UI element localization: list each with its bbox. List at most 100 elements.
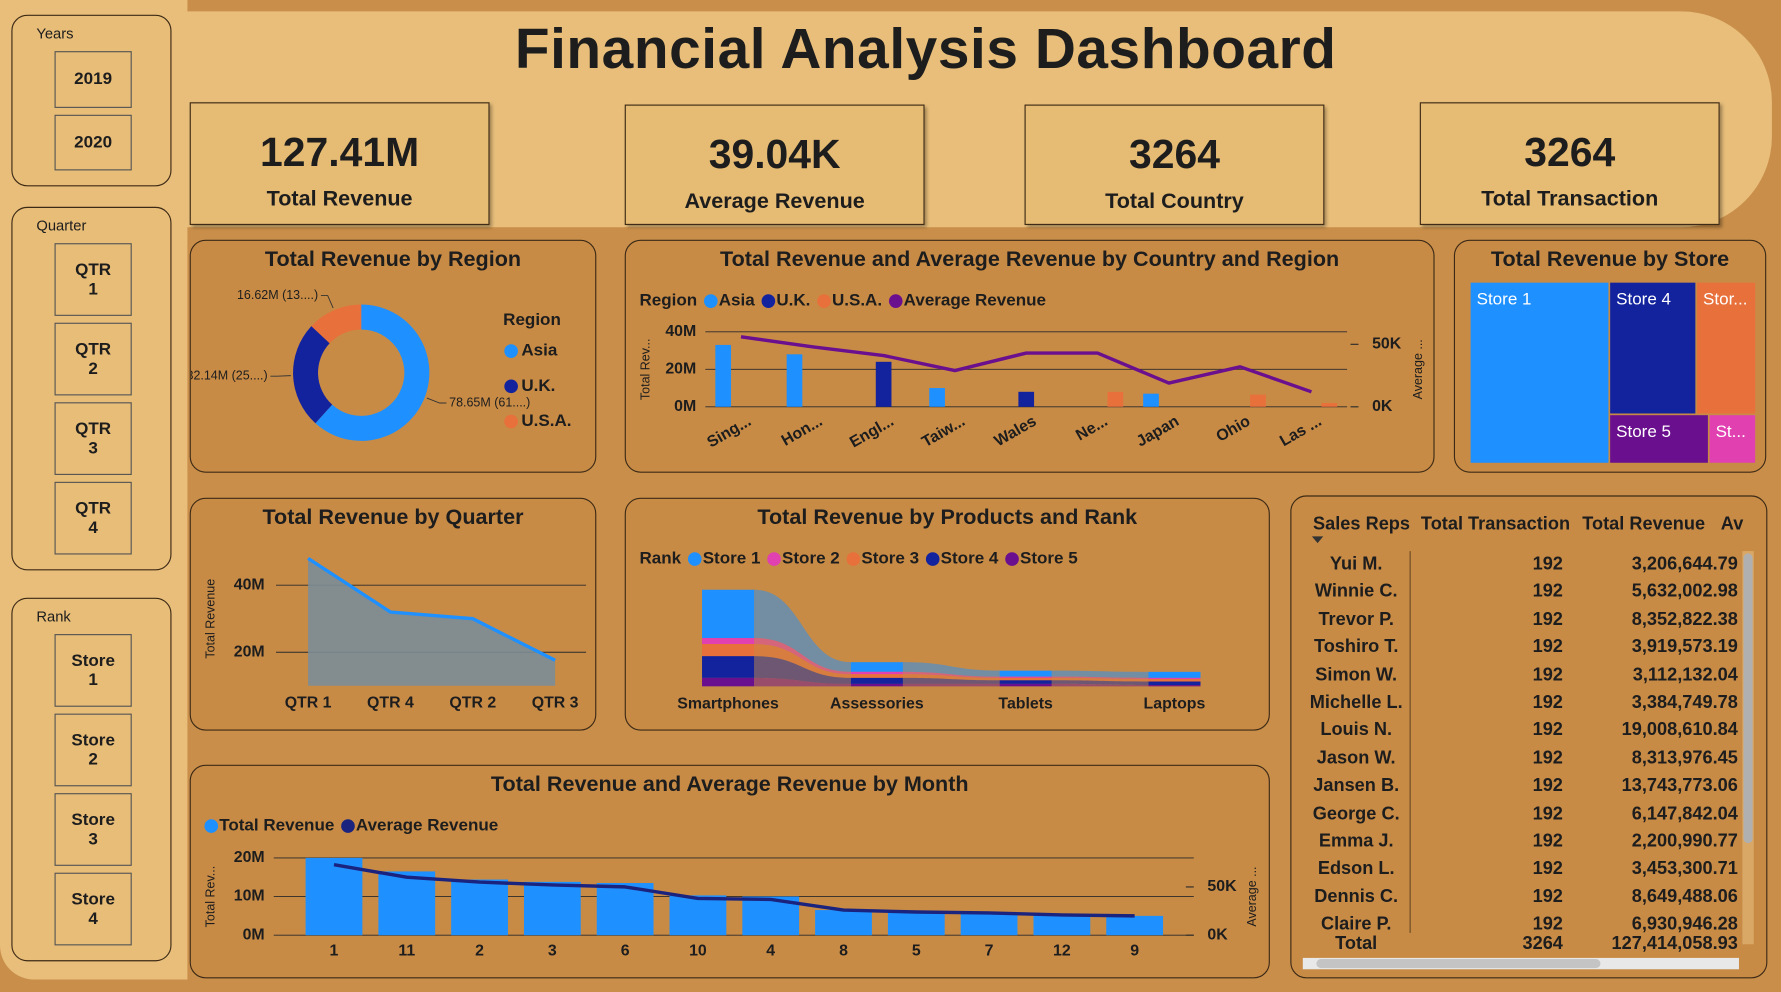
bar-segment xyxy=(999,676,1052,678)
tile-label: St... xyxy=(1716,422,1746,441)
ribbon xyxy=(754,644,851,678)
bar xyxy=(378,871,436,936)
slicer-button[interactable]: QTR 3 xyxy=(54,402,132,475)
ribbon xyxy=(754,638,851,675)
data-label: 16.62M (13....) xyxy=(237,288,318,302)
column-header[interactable]: Sales Reps xyxy=(1313,514,1411,535)
table-cell: 192 xyxy=(1532,665,1563,685)
ribbon xyxy=(1051,676,1149,680)
legend-label: Average Revenue xyxy=(904,291,1046,310)
legend-label: U.K. xyxy=(521,376,555,395)
treemap-tile xyxy=(1610,282,1696,414)
table-cell: 192 xyxy=(1532,804,1563,824)
bar xyxy=(1106,915,1164,936)
slicer-button[interactable]: QTR 4 xyxy=(54,481,132,555)
slicer-button[interactable]: Store 1 xyxy=(54,634,132,707)
x-tick-label: 8 xyxy=(839,942,848,959)
axis-title: Total Rev... xyxy=(639,339,653,401)
bar-segment xyxy=(1148,681,1201,686)
table-cell: 192 xyxy=(1532,582,1563,602)
x-tick-label: Ohio xyxy=(1213,413,1253,446)
bar xyxy=(960,912,1018,936)
legend-marker xyxy=(761,294,776,308)
column-header[interactable]: Av xyxy=(1720,514,1744,535)
kpi-label: Total Transaction xyxy=(1481,187,1659,212)
table-cell: Jansen B. xyxy=(1313,776,1400,796)
bar xyxy=(451,879,508,936)
table-card: Sales Reps Total Transaction Total Revenue… xyxy=(1290,495,1768,979)
y2-tick-label: 0K xyxy=(1207,926,1228,943)
table-cell: Jason W. xyxy=(1316,748,1396,768)
ribbon xyxy=(1051,680,1149,686)
table-cell: 8,352,822.38 xyxy=(1631,609,1738,630)
y2-tick-label: 0K xyxy=(1372,398,1393,415)
pie-slice xyxy=(311,304,362,344)
table-cell: 19,008,610.84 xyxy=(1621,720,1738,741)
slicer-button[interactable]: Store 3 xyxy=(54,793,132,866)
axis-title: Average ... xyxy=(1245,866,1259,926)
tile-label: Stor... xyxy=(1703,289,1747,308)
legend-marker xyxy=(767,552,781,566)
bar xyxy=(1018,391,1035,407)
slicer-button[interactable]: QTR 2 xyxy=(54,322,132,396)
slicer-button[interactable]: Store 4 xyxy=(54,872,132,946)
table-cell: 192 xyxy=(1532,831,1563,852)
legend-label: Store 3 xyxy=(861,549,919,568)
x-tick-label: 12 xyxy=(1053,942,1071,959)
legend-marker xyxy=(204,819,219,833)
slicer-button[interactable]: 2019 xyxy=(54,51,132,108)
table-cell: George C. xyxy=(1312,804,1400,824)
x-tick-label: Smartphones xyxy=(677,696,779,713)
legend-label: Total Revenue xyxy=(219,816,334,835)
slicer-button[interactable]: Store 2 xyxy=(54,713,132,787)
ribbon xyxy=(1051,677,1149,682)
slicer-button[interactable]: QTR 1 xyxy=(54,243,132,316)
y-tick-label: 40M xyxy=(234,576,265,593)
table-cell: 3264 xyxy=(1522,934,1563,954)
kpi-value: 3264 xyxy=(1128,130,1220,178)
ribbon xyxy=(754,589,851,672)
table-cell: 192 xyxy=(1532,859,1563,879)
bar xyxy=(786,354,803,407)
table-cell: 5,632,002.98 xyxy=(1631,582,1738,602)
tile-label: Store 5 xyxy=(1616,422,1671,441)
treemap-tile xyxy=(1709,415,1756,463)
treemap-tile xyxy=(1610,415,1708,463)
chart-title: Total Revenue by Quarter xyxy=(262,505,524,530)
table-cell: Louis N. xyxy=(1320,720,1393,741)
leader-line xyxy=(270,375,291,377)
scrollbar-thumb[interactable] xyxy=(1316,959,1601,969)
x-tick-label: Assessories xyxy=(830,696,924,713)
table-cell: 192 xyxy=(1532,720,1563,741)
x-tick-label: 4 xyxy=(766,942,775,959)
slicer-button[interactable]: 2020 xyxy=(54,114,132,171)
table-cell: 192 xyxy=(1532,609,1563,630)
line xyxy=(333,862,1135,918)
axis-title: Total Rev... xyxy=(204,866,218,928)
table-cell: Trevor P. xyxy=(1318,609,1394,630)
table-cell: Yui M. xyxy=(1329,554,1383,574)
legend-title: Region xyxy=(503,310,561,329)
ribbon xyxy=(902,662,1000,677)
y-tick-label: 20M xyxy=(665,361,696,378)
column-header[interactable]: Total Transaction xyxy=(1420,514,1571,535)
column-header[interactable]: Total Revenue xyxy=(1582,514,1706,535)
pie-slice xyxy=(293,326,333,424)
legend-label: U.S.A. xyxy=(521,411,571,430)
table-cell: Michelle L. xyxy=(1309,693,1403,713)
table-cell: 3,384,749.78 xyxy=(1631,693,1738,713)
chart-card: Total Revenue by Store Store 1 Store 4 Stor… xyxy=(1453,239,1767,473)
table-cell: 192 xyxy=(1532,887,1563,907)
bar-segment xyxy=(850,671,903,675)
x-tick-label: QTR 2 xyxy=(449,695,496,712)
scrollbar-thumb[interactable] xyxy=(1743,553,1753,844)
table-cell: 192 xyxy=(1532,554,1563,574)
dashboard-title: Financial Analysis Dashboard xyxy=(514,17,1337,81)
kpi-card: 3264 Total Country xyxy=(1024,104,1325,225)
chart: 20M 40M Total Revenue QTR 1 QTR 4 QTR 2 QTR 3 xyxy=(204,556,587,712)
bar-segment xyxy=(1148,679,1201,682)
slicer: Years 2019 2020 xyxy=(11,14,172,187)
legend-marker xyxy=(888,294,903,308)
x-tick-label: Taiw... xyxy=(919,413,968,451)
kpi-card: 39.04K Average Revenue xyxy=(624,104,925,225)
